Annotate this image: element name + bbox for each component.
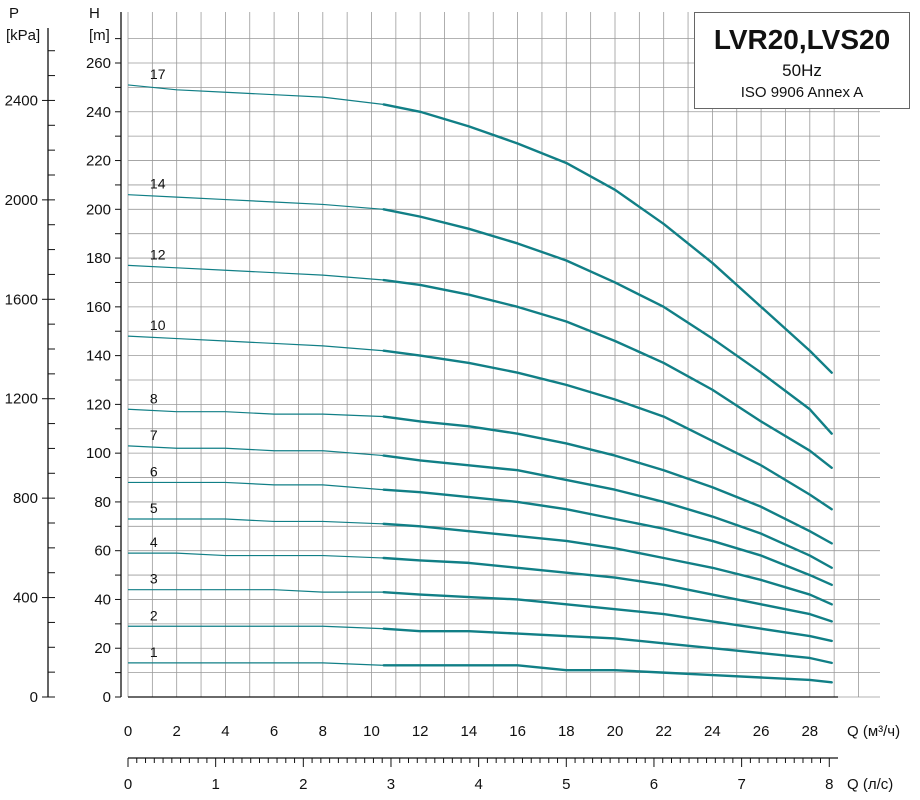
x-tick-label: 28 xyxy=(801,723,818,740)
chart-standard: ISO 9906 Annex A xyxy=(740,84,864,101)
pump-curves: 17 14 12 10 8 7 6 5 4 3 2 1 xyxy=(127,66,833,684)
pump-curve-thick-segment xyxy=(382,590,833,643)
y-tick-label: 140 xyxy=(86,348,111,365)
x-tick-label: 10 xyxy=(363,723,380,740)
chart-title-box: LVR20,LVS20 50Hz ISO 9906 Annex A xyxy=(694,12,910,109)
y-tick-label: 20 xyxy=(94,640,111,657)
pump-curve-thin-segment xyxy=(128,662,384,666)
pump-curve-thin-segment xyxy=(127,445,384,457)
x-tick-label: 24 xyxy=(704,723,721,740)
curve-stage-label: 4 xyxy=(150,534,158,550)
chart-axes xyxy=(42,12,838,767)
pump-curve-thick-segment xyxy=(382,488,833,587)
y-tick-label: 180 xyxy=(86,250,111,267)
pump-curve-thin-segment xyxy=(127,264,384,281)
y-tick-label: 260 xyxy=(86,55,111,72)
pump-curve-thick-segment xyxy=(382,454,833,569)
x-tick-label: 20 xyxy=(607,723,624,740)
x2-tick-label: 3 xyxy=(387,776,395,793)
pump-curve-thin-segment xyxy=(128,625,384,630)
x2-tick-label: 2 xyxy=(299,776,307,793)
pump-curve-thin-segment xyxy=(128,552,384,559)
y-tick-label: 100 xyxy=(86,445,111,462)
y-tick-label: 40 xyxy=(94,591,111,608)
y-left-tick-label: 1600 xyxy=(5,291,38,308)
curve-stage-label: 1 xyxy=(150,644,158,660)
y-left-tick-label: 2400 xyxy=(5,92,38,109)
y-tick-label: 220 xyxy=(86,153,111,170)
y-tick-label: 60 xyxy=(94,543,111,560)
pump-curve-thick-segment xyxy=(382,556,833,623)
curve-stage-label: 10 xyxy=(150,317,166,333)
y-tick-label: 200 xyxy=(86,201,111,218)
y-left-tick-label: 800 xyxy=(13,490,38,507)
pump-curve-thick-segment xyxy=(382,664,833,684)
curve-stage-label: 14 xyxy=(150,176,166,192)
pump-curve-thick-segment xyxy=(382,522,833,606)
x2-tick-label: 8 xyxy=(825,776,833,793)
y-tick-label: 160 xyxy=(86,299,111,316)
pump-curve-thick-segment xyxy=(382,208,833,435)
pump-curve-thick-segment xyxy=(382,103,833,374)
y-tick-label: 240 xyxy=(86,104,111,121)
y-tick-label: 0 xyxy=(103,689,111,706)
curve-stage-label: 17 xyxy=(150,66,166,82)
y-left-label: P xyxy=(9,5,19,22)
chart-grid xyxy=(127,12,880,698)
chart-subtitle: 50Hz xyxy=(782,61,822,80)
x-tick-label: 8 xyxy=(319,723,327,740)
x-tick-label: 4 xyxy=(221,723,229,740)
x-tick-label: 2 xyxy=(173,723,181,740)
pump-curve-thick-segment xyxy=(382,627,833,665)
pump-curve-thin-segment xyxy=(127,194,384,210)
curve-stage-label: 2 xyxy=(150,607,158,623)
curve-stage-label: 8 xyxy=(150,390,158,406)
chart-title: LVR20,LVS20 xyxy=(713,24,891,55)
x-tick-label: 14 xyxy=(461,723,478,740)
x2-tick-label: 6 xyxy=(650,776,658,793)
x-tick-label: 16 xyxy=(509,723,526,740)
x-tick-label: 12 xyxy=(412,723,429,740)
pump-curve-thin-segment xyxy=(127,335,384,352)
x-tick-label: 22 xyxy=(655,723,672,740)
x2-tick-label: 1 xyxy=(211,776,219,793)
x2-tick-label: 0 xyxy=(124,776,132,793)
tick-labels: 0204060801001201401601802002202402600400… xyxy=(5,55,834,793)
pump-curve-thick-segment xyxy=(382,415,833,545)
x-tick-label: 26 xyxy=(753,723,770,740)
curve-stage-label: 7 xyxy=(150,427,158,443)
x2-tick-label: 4 xyxy=(474,776,482,793)
curve-stage-label: 12 xyxy=(150,246,166,262)
curve-stage-label: 6 xyxy=(150,463,158,479)
x-tick-label: 18 xyxy=(558,723,575,740)
x-tick-label: 0 xyxy=(124,723,132,740)
x-label: Q (м³/ч) xyxy=(847,723,900,740)
x-tick-label: 6 xyxy=(270,723,278,740)
y-tick-label: 120 xyxy=(86,396,111,413)
x2-tick-label: 5 xyxy=(562,776,570,793)
pump-curve-thin-segment xyxy=(127,84,384,106)
pump-curve-thick-segment xyxy=(382,278,833,469)
x2-label: Q (л/с) xyxy=(847,776,893,793)
y-unit: [m] xyxy=(89,27,110,44)
y-tick-label: 80 xyxy=(94,494,111,511)
y-left-tick-label: 2000 xyxy=(5,192,38,209)
pump-curve-thin-segment xyxy=(128,481,384,491)
pump-curve-thin-segment xyxy=(127,408,384,418)
y-left-tick-label: 400 xyxy=(13,590,38,607)
y-left-tick-label: 1200 xyxy=(5,391,38,408)
curve-stage-label: 3 xyxy=(150,571,158,587)
pump-curve-thin-segment xyxy=(128,518,384,525)
x2-tick-label: 7 xyxy=(737,776,745,793)
curve-stage-label: 5 xyxy=(150,500,158,516)
pump-curve-thin-segment xyxy=(128,589,384,593)
y-left-unit: [kPa] xyxy=(6,27,40,44)
pump-curve-thick-segment xyxy=(382,349,833,511)
y-left-tick-label: 0 xyxy=(30,689,38,706)
y-label: H xyxy=(89,5,100,22)
